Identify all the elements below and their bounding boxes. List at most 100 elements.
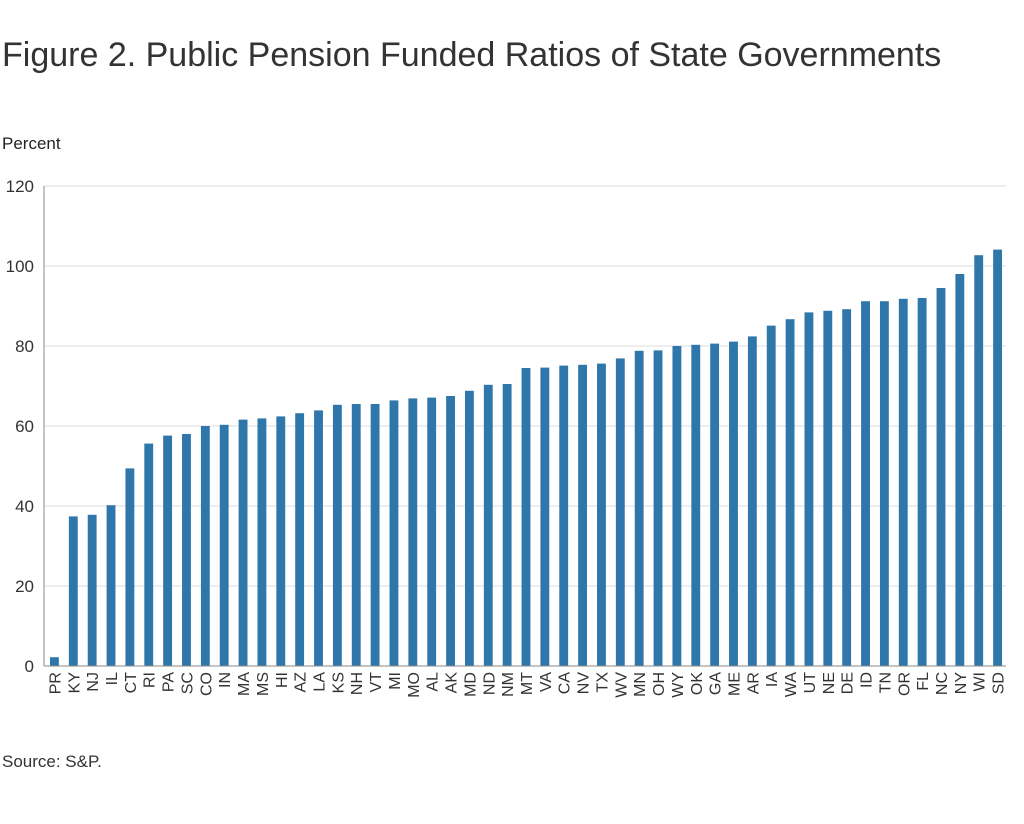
- bar-mo: [408, 398, 418, 666]
- bar-wy: [672, 346, 682, 666]
- y-tick-labels: 0 20 40 60 80 100 120: [6, 177, 34, 676]
- y-tick-label: 80: [15, 337, 34, 356]
- x-tick-label: MD: [462, 672, 479, 697]
- bars: [49, 249, 1003, 666]
- bar-nc: [936, 288, 946, 666]
- x-tick-label: NY: [953, 672, 970, 695]
- bar-va: [540, 367, 550, 666]
- bar-ks: [332, 404, 342, 666]
- bar-ut: [804, 312, 814, 666]
- x-tick-label: DE: [840, 672, 857, 694]
- bar-mt: [521, 368, 531, 666]
- x-tick-label: WA: [783, 672, 800, 698]
- bar-ct: [125, 468, 135, 666]
- bar-nm: [502, 384, 512, 666]
- bar-ne: [823, 310, 833, 666]
- x-tick-label: MS: [255, 672, 272, 696]
- y-axis-label: Percent: [2, 134, 61, 153]
- bar-nd: [483, 384, 493, 666]
- x-tick-label: WY: [670, 672, 687, 698]
- bar-wv: [615, 358, 625, 666]
- x-tick-label: IL: [104, 672, 121, 685]
- bar-sc: [182, 434, 191, 666]
- bar-hi: [276, 416, 286, 666]
- bar-tx: [597, 363, 606, 666]
- x-tick-label: GA: [708, 672, 725, 695]
- bar-ny: [955, 274, 965, 666]
- y-tick-label: 100: [6, 257, 34, 276]
- bar-oh: [653, 350, 663, 666]
- bar-ma: [238, 419, 248, 666]
- x-tick-label: NM: [500, 672, 517, 697]
- x-tick-label: FL: [915, 672, 932, 691]
- chart-title: Figure 2. Public Pension Funded Ratios o…: [2, 36, 942, 74]
- bar-ak: [446, 396, 455, 666]
- x-tick-label: IN: [217, 672, 234, 688]
- bar-mn: [634, 350, 644, 666]
- x-tick-label: TX: [594, 672, 611, 693]
- bar-mi: [389, 400, 399, 666]
- bar-ri: [144, 443, 154, 666]
- bar-il: [106, 505, 116, 666]
- x-tick-label: NJ: [85, 672, 102, 692]
- bar-or: [898, 298, 908, 666]
- x-tick-label: CT: [123, 672, 140, 694]
- bar-nj: [87, 514, 97, 666]
- x-tick-label: AL: [425, 672, 442, 692]
- x-tick-label: OK: [689, 672, 706, 695]
- x-tick-label: KY: [66, 672, 83, 694]
- x-tick-label: MO: [406, 672, 423, 698]
- bar-md: [464, 390, 474, 666]
- x-tick-label: NC: [934, 672, 951, 695]
- y-tick-label: 0: [25, 657, 34, 676]
- bar-al: [427, 397, 437, 666]
- x-tick-label: OH: [651, 672, 668, 696]
- x-tick-label: NV: [576, 672, 593, 695]
- x-tick-label: IA: [764, 672, 781, 687]
- x-tick-label: CO: [198, 672, 215, 696]
- bar-sd: [993, 249, 1003, 666]
- x-tick-label: PA: [161, 672, 178, 692]
- bar-wi: [974, 255, 984, 666]
- x-tick-label: MA: [236, 672, 253, 696]
- x-tick-label: NH: [349, 672, 366, 695]
- x-tick-label: MI: [387, 672, 404, 690]
- bar-nv: [578, 364, 588, 666]
- x-tick-label: ME: [726, 672, 743, 696]
- x-tick-label: MT: [519, 672, 536, 695]
- bar-me: [729, 341, 738, 666]
- source-note: Source: S&P.: [2, 752, 102, 771]
- x-tick-label: AR: [745, 672, 762, 694]
- x-tick-label: CA: [557, 672, 574, 695]
- bar-pr: [49, 657, 59, 666]
- bar-chart: 0 20 40 60 80 100 120 PR KY NJ IL CT RI PA SC CO IN MA MS…: [6, 177, 1008, 698]
- x-tick-label: KS: [330, 672, 347, 693]
- x-tick-label: OR: [896, 672, 913, 696]
- x-tick-label: LA: [312, 672, 329, 692]
- bar-ia: [766, 325, 776, 666]
- y-tick-label: 120: [6, 177, 34, 196]
- bar-ms: [257, 418, 267, 666]
- x-tick-label: VA: [538, 672, 555, 692]
- bar-vt: [370, 404, 380, 666]
- x-tick-label: ID: [859, 672, 876, 688]
- x-tick-label: ND: [481, 672, 498, 695]
- x-tick-label: PR: [47, 672, 64, 694]
- x-tick-label: AK: [444, 672, 461, 694]
- bar-la: [314, 410, 323, 666]
- bar-ar: [747, 336, 757, 666]
- bar-id: [861, 301, 870, 666]
- x-tick-label: UT: [802, 672, 819, 694]
- x-tick-label: MN: [632, 672, 649, 697]
- x-tick-labels: PR KY NJ IL CT RI PA SC CO IN MA MS HI AZ LA KS NH VT MI MO…: [47, 672, 1007, 698]
- x-tick-label: AZ: [293, 672, 310, 693]
- x-tick-label: WV: [613, 672, 630, 698]
- x-tick-label: SC: [179, 672, 196, 694]
- x-tick-label: NE: [821, 672, 838, 694]
- x-tick-label: VT: [368, 672, 385, 693]
- bar-ca: [559, 365, 569, 666]
- x-tick-label: TN: [877, 672, 894, 693]
- bar-ok: [691, 344, 701, 666]
- bar-in: [219, 424, 229, 666]
- axes: [43, 186, 1006, 667]
